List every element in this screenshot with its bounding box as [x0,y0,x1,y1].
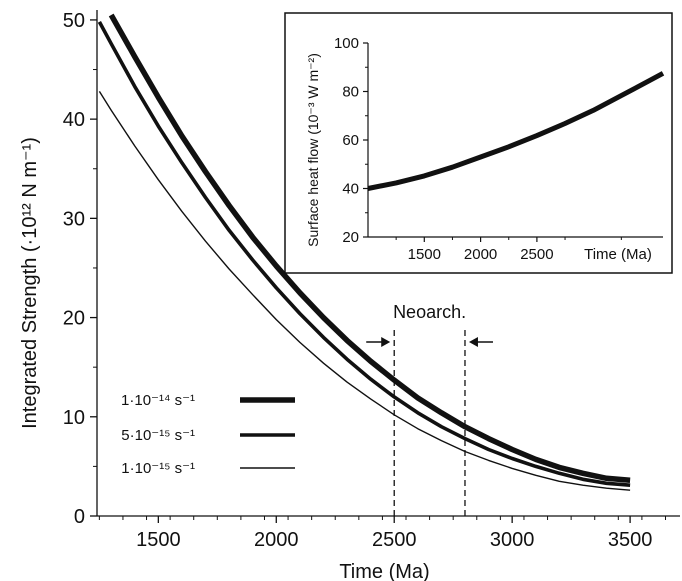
x-tick-label: 3500 [608,529,653,551]
inset-y-tick-label: 20 [342,229,359,246]
series-line-3 [98,91,631,491]
legend-label-1: 1·10⁻¹⁴ s⁻¹ [121,392,195,409]
inset-y-tick-label: 80 [342,84,359,101]
y-tick-label: 50 [63,10,85,32]
inset-y-tick-label: 100 [334,35,359,52]
x-tick-label: 2500 [372,529,417,551]
main-plot: 0 10 20 30 40 50 1500 2000 2500 3000 3500 Time (Ma)… [19,10,680,581]
series-line-2 [97,21,631,487]
inset-series-line [367,71,665,191]
main-series-group [97,13,631,491]
inset-x-tick-label: 1500 [408,246,441,263]
inset-series-group [367,71,665,191]
right-arrow-head [468,337,478,347]
inset-x-axis-title: Time (Ma) [584,246,652,263]
x-axis-title: Time (Ma) [339,561,429,581]
legend-label-3: 1·10⁻¹⁵ s⁻¹ [121,460,195,477]
inset-y-tick-label: 40 [342,181,359,198]
inset-y-axis-title: Surface heat flow (10⁻³ W m⁻²) [305,53,321,247]
series-line-1 [108,13,631,484]
inset-plot: 20 40 60 80 100 1500 2000 2500 Time (Ma) Surface … [284,12,673,274]
inset-x-tick-label: 2000 [464,246,497,263]
neoarchean-annotation: Neoarch. [366,302,493,516]
main-axes: 0 10 20 30 40 50 1500 2000 2500 3000 3500 Time (Ma)… [19,10,680,581]
neoarchean-label: Neoarch. [393,302,466,322]
x-tick-label: 1500 [136,529,181,551]
y-tick-label: 20 [63,308,85,330]
x-tick-label: 3000 [490,529,535,551]
y-tick-label: 30 [63,208,85,230]
inset-x-tick-label: 2500 [520,246,553,263]
y-axis-title: Integrated Strength (·10¹² N m⁻¹) [19,137,41,429]
y-tick-label: 0 [74,506,85,528]
legend-label-2: 5·10⁻¹⁵ s⁻¹ [121,427,195,444]
x-tick-label: 2000 [254,529,299,551]
y-tick-label: 10 [63,407,85,429]
left-arrow-head [381,337,391,347]
inset-axes: 20 40 60 80 100 1500 2000 2500 Time (Ma) Surface … [284,12,673,274]
inset-y-tick-label: 60 [342,132,359,149]
inset-frame [284,12,673,274]
legend: 1·10⁻¹⁴ s⁻¹ 5·10⁻¹⁵ s⁻¹ 1·10⁻¹⁵ s⁻¹ [121,392,295,477]
y-tick-label: 40 [63,109,85,131]
